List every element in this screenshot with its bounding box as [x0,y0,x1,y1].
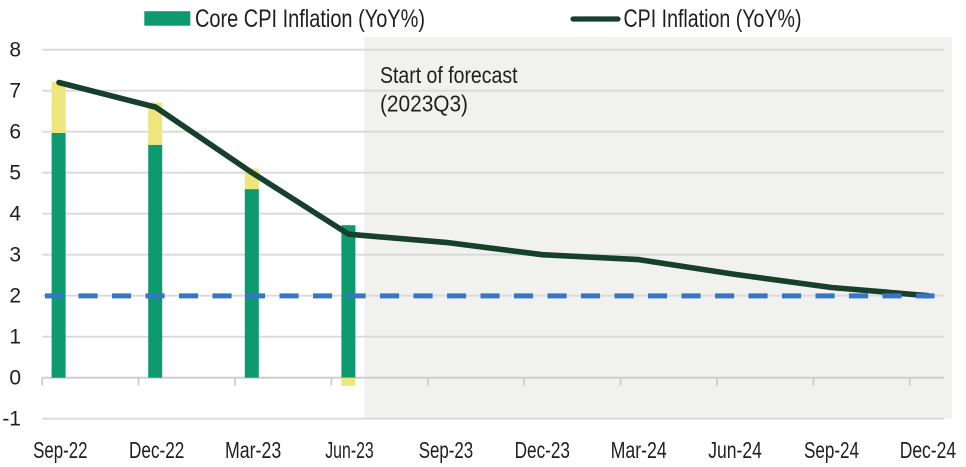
svg-text:1: 1 [9,326,21,349]
svg-text:Start of forecast: Start of forecast [380,62,518,88]
svg-text:Jun-24: Jun-24 [708,437,762,463]
svg-text:Core CPI Inflation (YoY%): Core CPI Inflation (YoY%) [195,5,425,33]
svg-text:6: 6 [9,121,21,144]
svg-text:Mar-23: Mar-23 [225,437,281,463]
svg-text:0: 0 [9,367,21,390]
svg-text:CPI Inflation (YoY%): CPI Inflation (YoY%) [624,5,802,33]
svg-text:Sep-23: Sep-23 [419,437,473,463]
svg-text:(2023Q3): (2023Q3) [380,91,468,117]
svg-text:7: 7 [9,80,21,103]
svg-text:Dec-24: Dec-24 [900,437,957,463]
svg-text:8: 8 [9,39,21,62]
svg-text:Dec-23: Dec-23 [515,437,570,463]
svg-text:Dec-22: Dec-22 [129,437,184,463]
svg-text:2: 2 [9,285,21,308]
svg-text:5: 5 [9,162,21,185]
svg-text:Sep-22: Sep-22 [33,437,87,463]
svg-text:3: 3 [9,244,21,267]
svg-text:Sep-24: Sep-24 [804,437,859,463]
svg-text:-1: -1 [2,408,21,431]
svg-text:Mar-24: Mar-24 [611,437,667,463]
svg-text:4: 4 [9,203,21,226]
svg-text:Jun-23: Jun-23 [325,437,374,463]
